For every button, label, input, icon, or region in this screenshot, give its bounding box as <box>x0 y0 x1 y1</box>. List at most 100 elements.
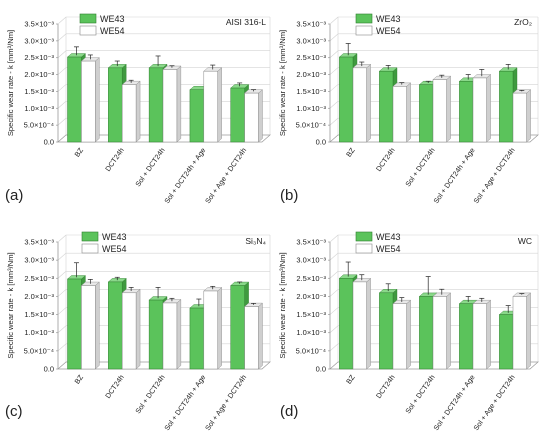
gridline-side <box>57 101 67 109</box>
x-tick-label: Sol + Age + DCT24h <box>471 373 516 432</box>
bar-side <box>406 82 411 143</box>
y-tick-label: 5.0×10⁻⁴ <box>24 121 54 130</box>
y-tick-label: 5.0×10⁻⁴ <box>24 346 54 355</box>
y-tick-label: 3.5×10⁻³ <box>24 238 54 247</box>
legend-label: WE43 <box>100 14 125 24</box>
y-tick-label: 2.0×10⁻³ <box>24 292 54 301</box>
y-tick-label: 2.0×10⁻³ <box>296 70 326 79</box>
bar-front <box>121 292 137 370</box>
gridline-side <box>57 252 67 261</box>
y-tick-label: 2.0×10⁻³ <box>296 292 326 301</box>
legend-label: WE54 <box>376 26 401 36</box>
x-tick-label: DCT24h <box>374 146 397 173</box>
legend-swatch <box>355 25 373 36</box>
bar-front <box>189 307 205 370</box>
bar-front <box>67 278 82 370</box>
gridline-side <box>57 343 67 352</box>
gridline-side <box>57 234 67 243</box>
gridline-side <box>57 289 67 297</box>
y-tick-label: 0.0 <box>44 138 54 147</box>
panel-label: (c) <box>5 403 23 420</box>
chart-panel-3: 0.0 5.0×10⁻⁴ 1.0×10⁻³ 1.5×10⁻³ 2.0×10⁻³ 2.5×1… <box>5 231 271 432</box>
panel-label: (d) <box>280 403 298 420</box>
bar-front <box>459 303 474 370</box>
x-tick-label: Sol + Age + DCT24h <box>203 146 248 205</box>
bar-front <box>472 77 487 143</box>
panel-title: ZrO₂ <box>514 17 532 27</box>
bar-side <box>176 65 182 143</box>
x-tick-label: BZ <box>72 372 85 385</box>
bar-side <box>135 288 141 370</box>
bar-side <box>258 302 263 370</box>
bar-side <box>217 287 222 370</box>
legend-swatch <box>79 13 97 24</box>
legend-label: WE43 <box>102 232 127 242</box>
gridline-side <box>329 343 339 352</box>
gridline-side <box>57 84 67 92</box>
bar-side <box>526 292 531 370</box>
gridline-side <box>329 234 339 243</box>
legend-swatch <box>355 231 373 242</box>
y-tick-label: 1.5×10⁻³ <box>24 87 54 96</box>
bar-we54-5 <box>512 89 532 143</box>
y-tick-label: 3.0×10⁻³ <box>296 256 326 265</box>
y-tick-label: 2.5×10⁻³ <box>296 274 326 283</box>
bar-side <box>366 277 371 370</box>
panel-label: (b) <box>280 187 298 204</box>
x-tick-label: Sol + DCT24h + Age <box>431 146 476 205</box>
bar-we54-1 <box>352 274 372 370</box>
bar-front <box>67 56 82 143</box>
gridline-side <box>329 33 339 42</box>
bar-front <box>108 281 123 370</box>
bar-we54-3 <box>432 288 452 370</box>
bar-front <box>472 303 487 370</box>
bar-front <box>121 84 137 143</box>
bar-side <box>258 89 263 143</box>
bar-front <box>244 92 259 143</box>
gridline-side <box>57 117 67 126</box>
y-tick-label: 1.0×10⁻³ <box>296 328 326 337</box>
bar-side <box>366 63 371 143</box>
legend-label: WE54 <box>102 244 127 254</box>
bar-we54-3 <box>162 65 182 143</box>
bar-side <box>486 74 491 143</box>
y-tick-label: 1.0×10⁻³ <box>24 104 54 113</box>
bar-front <box>379 70 394 143</box>
y-tick-label: 1.5×10⁻³ <box>296 310 326 319</box>
x-tick-label: Sol + Age + DCT24h <box>471 146 516 205</box>
y-tick-label: 5.0×10⁻⁴ <box>296 121 326 130</box>
legend-label: WE43 <box>376 232 401 242</box>
bar-we54-5 <box>244 302 264 370</box>
bar-front <box>419 84 434 143</box>
bar-front <box>203 290 218 370</box>
bar-front <box>499 70 514 143</box>
y-axis-label: Specific wear rate - k [mm³/Nm] <box>278 30 287 136</box>
y-tick-label: 2.0×10⁻³ <box>24 70 54 79</box>
bar-we54-4 <box>203 285 223 370</box>
gridline-side <box>57 33 67 42</box>
bar-front <box>339 278 354 370</box>
x-tick-label: DCT24h <box>103 146 126 173</box>
y-tick-label: 1.5×10⁻³ <box>296 87 326 96</box>
gridline-side <box>329 271 339 279</box>
bar-we54-5 <box>244 89 264 143</box>
gridline-side <box>329 101 339 109</box>
gridline-side <box>329 84 339 92</box>
y-axis-label: Specific wear rate - k [mm³/Nm] <box>278 252 287 358</box>
bar-front <box>512 296 527 370</box>
bar-front <box>108 67 123 143</box>
chart-panel-2: 0.0 5.0×10⁻⁴ 1.0×10⁻³ 1.5×10⁻³ 2.0×10⁻³ 2.5×1… <box>278 13 539 205</box>
x-tick-label: Sol + DCT24h + Age <box>162 373 207 432</box>
gridline-side <box>57 50 67 58</box>
gridline-side <box>329 117 339 126</box>
bar-we54-1 <box>80 54 100 143</box>
bar-front <box>432 79 447 143</box>
x-tick-label: Sol + DCT24h <box>133 146 166 188</box>
bar-side <box>446 75 451 143</box>
bar-front <box>379 292 394 370</box>
x-tick-label: BZ <box>344 372 357 385</box>
x-tick-label: BZ <box>72 145 85 158</box>
bar-front <box>244 306 259 370</box>
bar-front <box>499 314 514 370</box>
